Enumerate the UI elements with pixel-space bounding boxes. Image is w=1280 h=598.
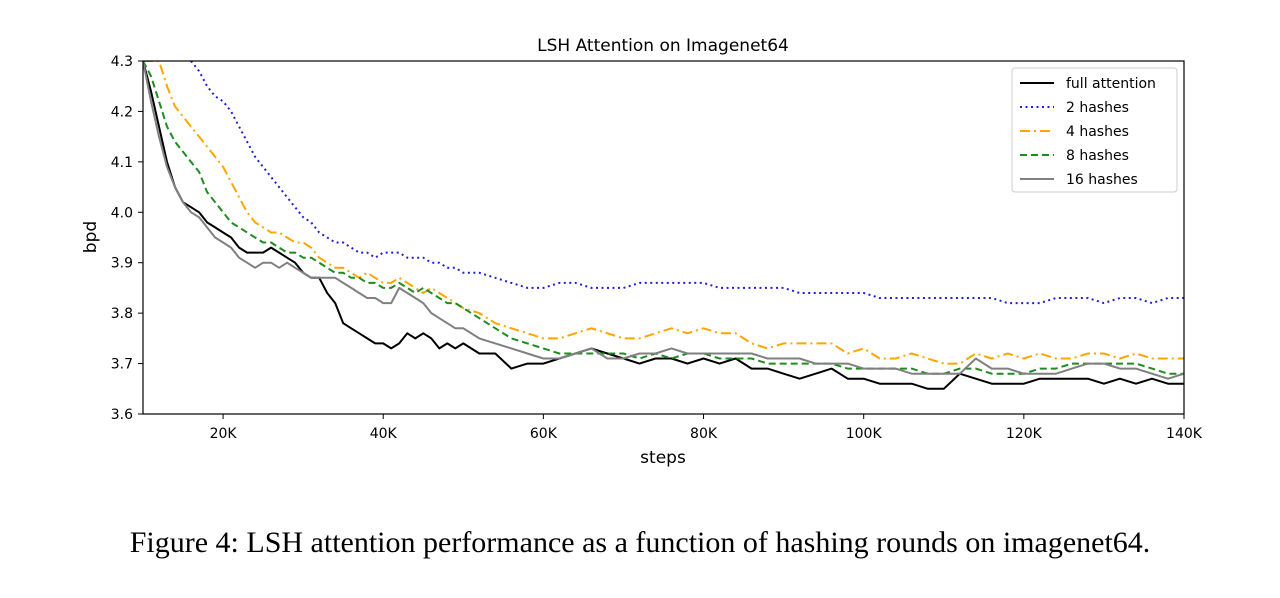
y-tick-label: 3.6 — [111, 407, 133, 423]
series-line-16-hashes — [143, 61, 1184, 380]
x-tick-label: 100K — [846, 426, 883, 442]
y-tick-label: 3.7 — [111, 357, 133, 373]
plot-frame — [142, 60, 1185, 415]
x-axis-label: steps — [640, 448, 686, 468]
line-chart: LSH Attention on Imagenet64 20K 40K 60K 80K… — [81, 36, 1203, 468]
legend-label: 16 hashes — [1066, 172, 1138, 188]
legend-label: 8 hashes — [1066, 148, 1129, 164]
series-line-4-hashes — [143, 61, 1184, 365]
series-lines — [143, 61, 1184, 390]
x-tick-label: 120K — [1006, 426, 1043, 442]
y-tick-label: 4.2 — [111, 104, 133, 120]
legend: full attention 2 hashes 4 hashes 8 hashes 16… — [1011, 67, 1178, 193]
y-tick-label: 4.0 — [111, 205, 133, 221]
x-tick-label: 80K — [690, 426, 718, 442]
legend-label: 2 hashes — [1066, 100, 1129, 116]
x-axis: 20K 40K 60K 80K 100K 120K 140K — [210, 414, 1203, 442]
chart-title: LSH Attention on Imagenet64 — [537, 36, 789, 56]
y-axis-label: bpd — [81, 221, 101, 253]
x-tick-label: 140K — [1166, 426, 1203, 442]
y-tick-label: 4.1 — [111, 155, 133, 171]
chart-figure: LSH Attention on Imagenet64 20K 40K 60K 80K… — [81, 36, 1203, 468]
y-tick-label: 3.8 — [111, 306, 133, 322]
legend-label: 4 hashes — [1066, 124, 1129, 140]
legend-label: full attention — [1066, 76, 1156, 92]
series-line-8-hashes — [143, 61, 1184, 375]
series-line-2-hashes — [190, 61, 1184, 305]
x-tick-label: 20K — [210, 426, 238, 442]
y-axis: 3.6 3.7 3.8 3.9 4.0 4.1 4.2 4.3 — [111, 54, 143, 423]
x-tick-label: 40K — [370, 426, 398, 442]
x-tick-label: 60K — [530, 426, 558, 442]
y-tick-label: 4.3 — [111, 54, 133, 70]
figure-caption: Figure 4: LSH attention performance as a… — [129, 526, 1151, 559]
series-line-full-attention — [143, 61, 1184, 390]
legend-box — [1011, 67, 1178, 193]
y-tick-label: 3.9 — [111, 256, 133, 272]
